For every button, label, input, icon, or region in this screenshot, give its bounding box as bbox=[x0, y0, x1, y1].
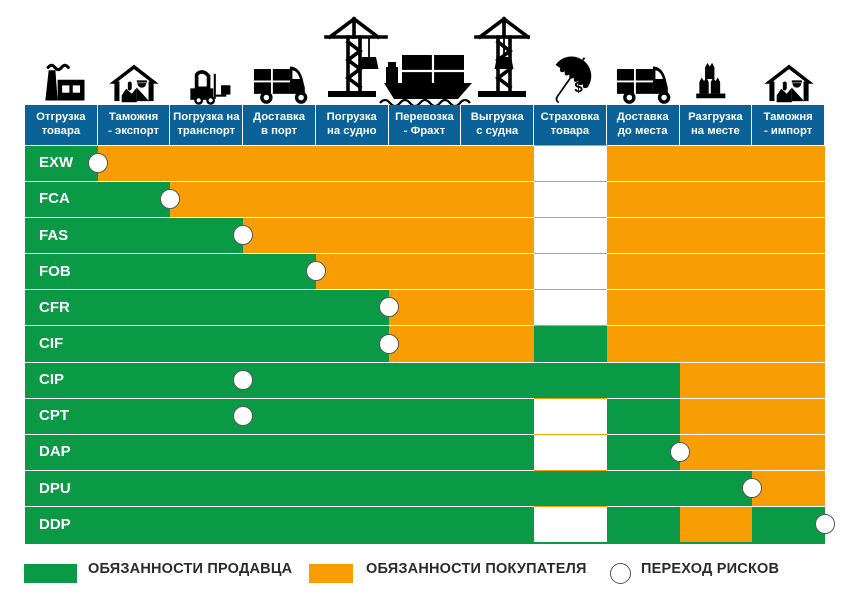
svg-text:$: $ bbox=[574, 79, 583, 96]
